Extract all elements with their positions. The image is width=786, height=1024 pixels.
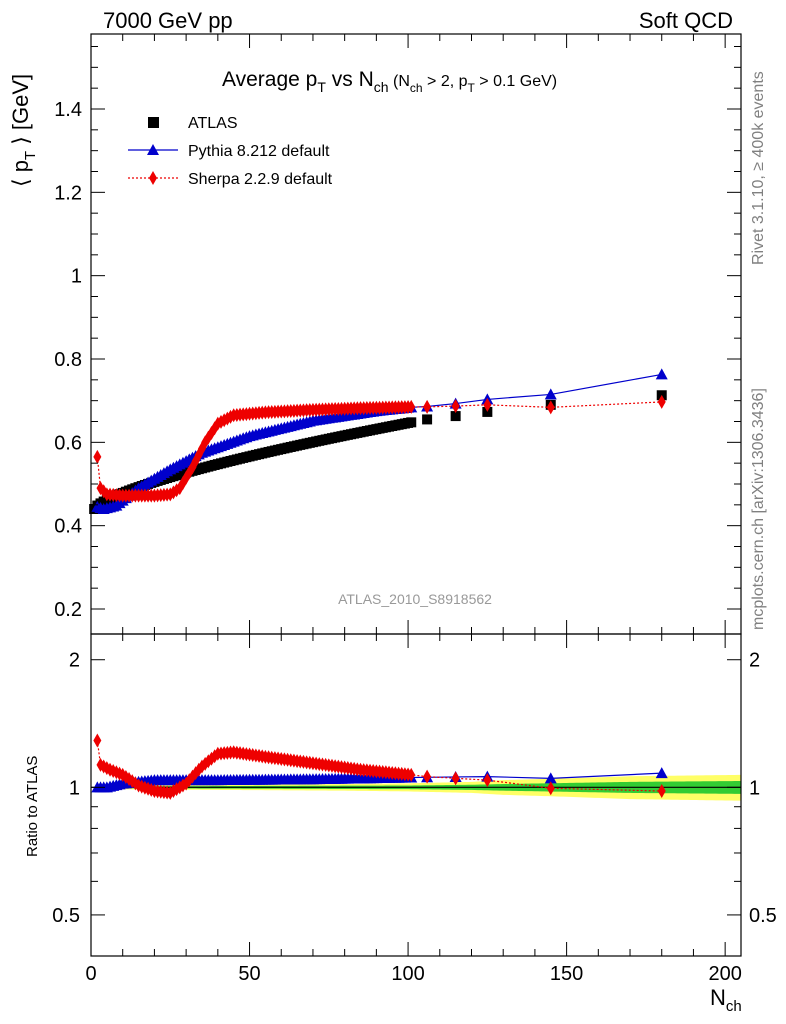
- ratio-y-tick-label-right: 0.5: [749, 905, 777, 927]
- y-tick-label: 0.2: [54, 599, 82, 621]
- ratio-plot: 0 50 100 150 200 0.5 1 2 0.5 1 2: [52, 633, 777, 985]
- y-tick-label: 1.4: [54, 99, 82, 121]
- sherpa-point: [546, 400, 555, 415]
- x-axis-label: Nch: [710, 985, 742, 1015]
- ratio-y-tick-label: 1: [69, 777, 80, 799]
- pythia-point: [655, 368, 668, 380]
- atlas-point: [450, 411, 461, 422]
- legend-item-pythia: Pythia 8.212 default: [128, 143, 330, 160]
- ratio-y-tick-label-right: 2: [749, 650, 760, 672]
- legend-marker-sherpa: [149, 171, 157, 185]
- ratio-y-tick-label: 0.5: [52, 905, 80, 927]
- y-tick-label: 1.2: [54, 182, 82, 204]
- atlas-point: [422, 414, 433, 425]
- x-tick-label: 0: [85, 963, 96, 985]
- sherpa-point: [657, 394, 666, 409]
- atlas-point: [406, 417, 417, 428]
- sherpa-point: [483, 397, 492, 412]
- x-tick-label: 200: [708, 963, 741, 985]
- legend-label-atlas: ATLAS: [188, 115, 238, 132]
- ratio-sherpa-point: [657, 784, 666, 799]
- ratio-sherpa-point: [483, 773, 492, 788]
- legend-marker-atlas: [148, 117, 159, 128]
- mcplots-label: mcplots.cern.ch [arXiv:1306.3436]: [750, 388, 767, 630]
- y-axis-label: ⟨ pT ⟩ [GeV]: [8, 74, 39, 187]
- ratio-sherpa-point: [407, 767, 416, 782]
- x-tick-label: 100: [391, 963, 424, 985]
- ratio-sherpa-point: [546, 781, 555, 796]
- ratio-y-axis-label: Ratio to ATLAS: [24, 756, 41, 857]
- ratio-y-tick-label-right: 1: [749, 777, 760, 799]
- sherpa-point: [423, 399, 432, 414]
- legend: ATLAS Pythia 8.212 default Sherpa 2.2.9 …: [128, 115, 333, 188]
- y-tick-label: 1: [71, 266, 82, 288]
- atlas-point: [482, 406, 493, 417]
- ratio-sherpa-point: [93, 733, 102, 748]
- analysis-id-label: ATLAS_2010_S8918562: [338, 591, 492, 607]
- legend-item-atlas: ATLAS: [148, 115, 238, 132]
- ratio-y-tick-label: 2: [69, 650, 80, 672]
- x-tick-label: 150: [550, 963, 583, 985]
- legend-item-sherpa: Sherpa 2.2.9 default: [128, 171, 333, 188]
- pythia-point: [544, 388, 557, 400]
- ratio-pythia-point: [544, 772, 557, 784]
- ratio-sherpa-point: [423, 769, 432, 784]
- sherpa-point: [407, 399, 416, 414]
- rivet-version-label: Rivet 3.1.10, ≥ 400k events: [750, 71, 767, 265]
- ratio-sherpa-point: [451, 771, 460, 786]
- sherpa-point: [93, 449, 102, 464]
- header-category-label: Soft QCD: [639, 8, 733, 33]
- legend-label-sherpa: Sherpa 2.2.9 default: [188, 171, 333, 188]
- legend-marker-pythia: [147, 144, 159, 155]
- y-tick-label: 0.6: [54, 432, 82, 454]
- header-energy-label: 7000 GeV pp: [103, 8, 233, 33]
- chart-title: Average pT vs Nch (Nch > 2, pT > 0.1 GeV…: [222, 68, 557, 95]
- y-tick-label: 0.8: [54, 349, 82, 371]
- ratio-plot-frame: [90, 633, 742, 957]
- sherpa-point: [451, 399, 460, 414]
- ratio-pythia-point: [655, 767, 668, 779]
- legend-label-pythia: Pythia 8.212 default: [188, 143, 330, 160]
- x-tick-label: 50: [238, 963, 260, 985]
- y-tick-label: 0.4: [54, 516, 82, 538]
- main-plot: 0.2 0.4 0.6 0.8 1 1.2 1.4: [54, 33, 742, 635]
